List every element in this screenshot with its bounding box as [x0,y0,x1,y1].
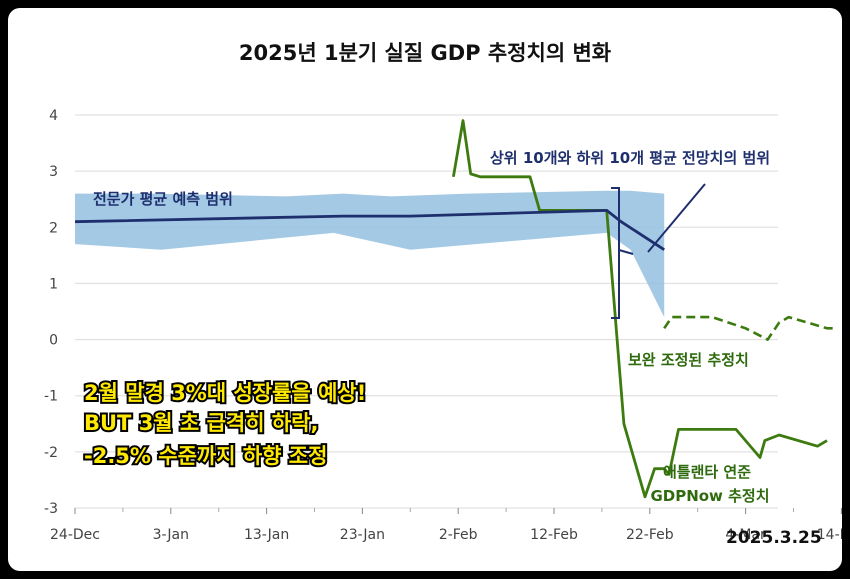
x-tick-label: 24-Dec [50,527,100,543]
y-tick-label: 4 [49,108,58,124]
x-tick-label: 3-Jan [153,527,189,543]
band-label: 상위 10개와 하위 10개 평균 전망치의 범위 [490,149,770,167]
x-tick-label: 23-Jan [340,527,385,543]
x-tick-label: 14-Mar [817,527,842,543]
gdpnow-label-2: GDPNow 추정치 [650,487,769,505]
band-bracket [611,183,706,319]
y-tick-label: -2 [44,445,58,461]
adjusted-line [663,315,837,341]
mean-label: 전문가 평균 예측 범위 [93,190,233,208]
series-layer [74,119,837,499]
chart-title: 2025년 1분기 실질 GDP 추정치의 변화 [239,41,612,65]
x-tick-label: 22-Feb [626,527,674,543]
date-label: 2025.3.25 [726,528,822,548]
y-tick-label: -1 [44,389,58,405]
x-axis: 24-Dec 3-Jan 13-Jan 23-Jan 2-Feb 12-Feb 22-Feb… [50,508,842,543]
consensus-mean-line [74,209,665,251]
gdpnow-line [452,119,828,499]
y-tick-label: 2 [49,220,58,236]
callout-line-3: -2.5% 수준까지 하향 조정 [84,444,327,468]
y-tick-label: 0 [49,333,58,349]
x-tick-label: 13-Jan [244,527,289,543]
y-tick-label: -3 [44,501,58,517]
gdpnow-label-1: 애틀랜타 연준 [663,463,751,481]
chart-frame: 2025년 1분기 실질 GDP 추정치의 변화 4 3 2 1 0 -1 -2 -3 24-… [8,8,842,571]
adjusted-label: 보완 조정된 추정치 [628,351,749,369]
callout-line-2: BUT 3월 초 급격히 하락, [84,411,318,435]
band-layer [75,190,665,318]
chart: 2025년 1분기 실질 GDP 추정치의 변화 4 3 2 1 0 -1 -2 -3 24-… [44,41,842,548]
x-tick-label: 12-Feb [530,527,578,543]
x-tick-label: 2-Feb [439,527,478,543]
callout-line-1: 2월 말경 3%대 성장률을 예상! [84,381,366,405]
x-tick-label: 4-Mar [725,527,766,543]
y-tick-label: 3 [49,164,58,180]
forecast-band [75,190,665,318]
y-tick-label: 1 [49,276,58,292]
y-axis: 4 3 2 1 0 -1 -2 -3 [44,108,58,517]
